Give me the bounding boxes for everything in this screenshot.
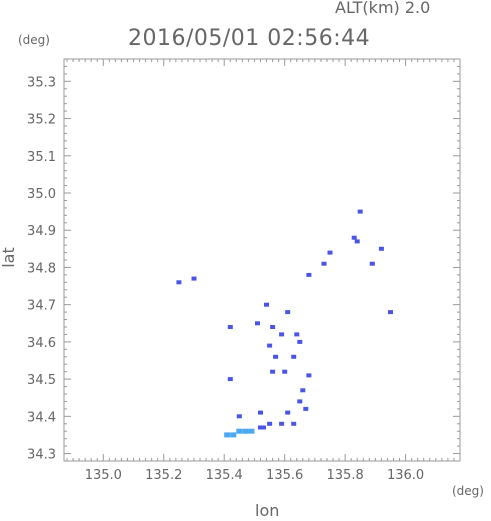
y-tick-labels: 34.3 34.4 34.5 34.6 34.7 34.8 34.9 35.0 35.1 35.2…: [27, 75, 56, 462]
echo-point: [285, 310, 291, 315]
x-tick-labels: 135.0 135.2 135.4 135.6 135.8 136.0: [85, 468, 425, 483]
echo-point: [282, 369, 288, 374]
tick-marks: [64, 58, 461, 462]
y-tick-label: 35.3: [27, 75, 56, 90]
echo-point: [236, 428, 243, 434]
echo-point: [236, 414, 242, 419]
y-tick-label: 34.5: [27, 373, 56, 388]
echo-point: [279, 421, 285, 426]
echo-point: [270, 369, 276, 374]
y-tick-label: 34.6: [27, 336, 56, 351]
x-tick-label: 135.4: [206, 468, 243, 483]
plot-frame: [63, 58, 461, 462]
echo-point: [258, 425, 263, 430]
y-tick-label: 34.3: [27, 448, 56, 463]
echo-point: [273, 354, 279, 359]
chart-title: 2016/05/01 02:56:44: [128, 26, 371, 51]
echo-point: [176, 280, 182, 285]
x-tick-label: 135.0: [85, 468, 122, 483]
echo-point: [306, 272, 312, 277]
echo-point: [297, 339, 303, 344]
echo-point: [242, 428, 249, 434]
echo-point: [354, 239, 360, 244]
altitude-label: ALT(km) 2.0: [335, 0, 431, 17]
echo-point: [227, 325, 233, 329]
echo-point: [306, 373, 312, 378]
x-tick-label: 135.6: [266, 468, 303, 483]
echo-point: [270, 325, 276, 329]
echo-point: [279, 332, 285, 337]
echo-point: [191, 276, 197, 281]
x-tick-label: 135.2: [145, 468, 182, 483]
echo-point: [388, 310, 393, 315]
x-tick-label: 135.8: [327, 468, 364, 483]
echo-point: [321, 261, 327, 266]
y-tick-label: 34.8: [27, 261, 56, 276]
y-tick-label: 35.0: [27, 187, 56, 202]
echo-point: [255, 321, 260, 326]
echo-point: [291, 421, 297, 426]
x-tick-label: 136.0: [387, 468, 424, 483]
echo-point: [267, 343, 273, 348]
echo-point: [258, 410, 263, 415]
y-tick-label: 35.2: [27, 113, 56, 128]
echo-point: [378, 246, 384, 251]
echo-point: [300, 388, 306, 393]
echo-point: [261, 425, 266, 430]
x-axis-label: lon: [255, 501, 280, 520]
echo-point: [297, 399, 303, 404]
echo-points: [176, 209, 393, 438]
x-unit-label: (deg): [452, 484, 484, 498]
y-tick-label: 34.7: [27, 299, 56, 314]
echo-point: [369, 261, 375, 266]
y-tick-label: 34.9: [27, 224, 56, 239]
echo-point: [291, 354, 297, 359]
echo-point: [230, 432, 237, 438]
y-unit-label: (deg): [18, 33, 50, 47]
echo-point: [285, 410, 291, 415]
echo-point: [248, 428, 255, 434]
echo-point: [264, 302, 269, 307]
y-tick-label: 35.1: [27, 150, 56, 165]
echo-point: [224, 432, 231, 438]
echo-point: [351, 235, 357, 240]
y-tick-label: 34.4: [27, 410, 56, 425]
echo-point: [227, 377, 233, 382]
echo-point: [303, 406, 309, 411]
echo-point: [294, 332, 300, 337]
echo-point: [357, 209, 363, 214]
echo-point: [327, 250, 333, 255]
echo-point: [267, 421, 273, 426]
